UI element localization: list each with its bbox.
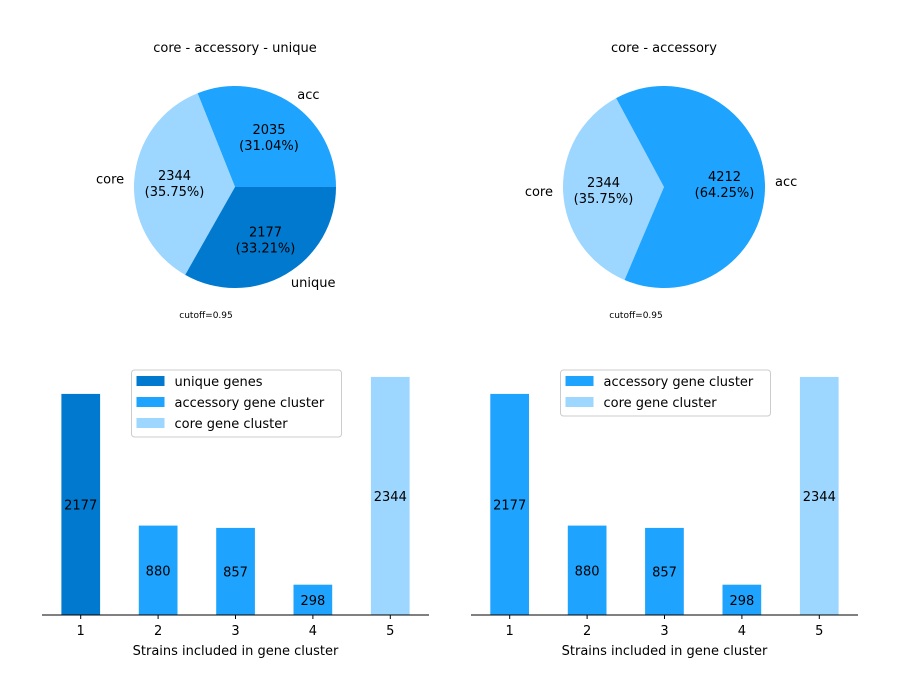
bar2-marks: 2177 1 880 2 857 3 298 4 2344 5 bbox=[471, 376, 858, 639]
pie2-slice-core bbox=[563, 98, 664, 280]
pie1-slice-pct-unique: (33.21%) bbox=[236, 241, 296, 256]
bar1-legend-swatch-2 bbox=[136, 418, 165, 428]
pie2-slice-pct-core: (35.75%) bbox=[574, 192, 634, 207]
bar1-legend-label-1: accessory gene cluster bbox=[175, 396, 325, 411]
pie1-cutoff-note: cutoff=0.95 bbox=[179, 311, 232, 321]
pie1-slice-acc bbox=[197, 86, 336, 187]
pie2-slice-pct-acc: (64.25%) bbox=[695, 186, 755, 201]
bar2-legend: accessory gene cluster core gene cluster bbox=[560, 369, 771, 417]
bar2-x-tick-label-1: 1 bbox=[506, 624, 514, 639]
bar2-bar-value-4: 298 bbox=[729, 594, 754, 609]
bar2-x-tick-label-2: 2 bbox=[583, 624, 591, 639]
bar1-bar-4 bbox=[293, 584, 333, 615]
bar1-bar-value-2: 880 bbox=[146, 564, 171, 579]
pie1-slice-label-core: core bbox=[96, 172, 124, 187]
bar1-bar-value-3: 857 bbox=[223, 566, 248, 581]
bar1-x-tick-label-1: 1 bbox=[77, 624, 85, 639]
bar1-legend-box bbox=[131, 369, 342, 438]
pie2-slice-acc bbox=[616, 85, 766, 288]
bar1-bar-value-5: 2344 bbox=[374, 490, 407, 505]
bar2-x-tick-label-4: 4 bbox=[738, 624, 746, 639]
pie2-slice-value-acc: 4212 bbox=[708, 170, 741, 185]
bar2-bar-value-3: 857 bbox=[652, 566, 677, 581]
pie1-slice-value-acc: 2035 bbox=[252, 123, 285, 138]
bar2-bar-4 bbox=[722, 584, 762, 615]
bar1-legend-swatch-0 bbox=[136, 376, 165, 386]
pie1-slice-pct-core: (35.75%) bbox=[145, 185, 205, 200]
bar1-legend-label-0: unique genes bbox=[175, 375, 263, 390]
bar2-legend-swatch-0 bbox=[565, 376, 594, 386]
bar2-bar-value-2: 880 bbox=[575, 564, 600, 579]
bar2-legend-label-1: core gene cluster bbox=[604, 396, 718, 411]
bar1-bar-3 bbox=[216, 527, 255, 615]
bar2-x-tick-label-5: 5 bbox=[815, 624, 823, 639]
pie1-slice-unique bbox=[185, 187, 336, 289]
bar1-bar-value-4: 298 bbox=[300, 594, 325, 609]
pie2-slice-label-acc: acc bbox=[775, 175, 797, 190]
bar2-x-tick-label-3: 3 bbox=[660, 624, 668, 639]
bar1-marks: 2177 1 880 2 857 3 298 4 2344 5 bbox=[42, 376, 429, 639]
bar2-legend-box bbox=[560, 369, 771, 417]
bar2-xlabel: Strains included in gene cluster bbox=[562, 644, 768, 659]
bar1-bar-1 bbox=[61, 393, 101, 615]
pie1-slice-label-acc: acc bbox=[297, 88, 319, 103]
bar-chart-accessory-core: 2177 1 880 2 857 3 298 4 2344 5 Strains included … bbox=[471, 369, 858, 659]
bar-chart-unique-accessory-core: 2177 1 880 2 857 3 298 4 2344 5 Strains included … bbox=[42, 369, 429, 659]
pie1-slice-value-unique: 2177 bbox=[249, 225, 282, 240]
pie2-title: core - accessory bbox=[611, 41, 717, 56]
pie1-slice-core bbox=[134, 93, 235, 275]
bar1-x-tick-label-5: 5 bbox=[386, 624, 394, 639]
bar1-legend-label-2: core gene cluster bbox=[175, 417, 289, 432]
pie2-slice-value-core: 2344 bbox=[587, 176, 620, 191]
bar2-bar-3 bbox=[645, 527, 684, 615]
bar2-bar-1 bbox=[490, 393, 529, 615]
pie1-slices: acc 2035(31.04%) core 2344(35.75%) unique 217… bbox=[96, 86, 336, 291]
bar1-legend: unique genes accessory gene cluster core g… bbox=[131, 369, 342, 438]
bar1-bar-2 bbox=[138, 525, 178, 615]
pie1-slice-value-core: 2344 bbox=[158, 169, 191, 184]
pie2-cutoff-note: cutoff=0.95 bbox=[609, 311, 662, 321]
pie-chart-core-accessory-unique: core - accessory - unique acc 2035(31.04%… bbox=[96, 41, 336, 321]
bar1-bar-value-1: 2177 bbox=[64, 498, 97, 513]
pie2-slices: core 2344(35.75%) acc 4212(64.25%) bbox=[525, 85, 797, 288]
bar2-bar-value-1: 2177 bbox=[493, 498, 526, 513]
pie1-slice-pct-acc: (31.04%) bbox=[239, 139, 299, 154]
pie1-title: core - accessory - unique bbox=[153, 41, 316, 56]
bar2-bar-5 bbox=[799, 376, 839, 615]
bar1-bar-5 bbox=[370, 376, 410, 615]
bar2-bar-2 bbox=[567, 525, 607, 615]
pie2-slice-label-core: core bbox=[525, 185, 553, 200]
bar1-x-tick-label-3: 3 bbox=[231, 624, 239, 639]
bar1-legend-swatch-1 bbox=[136, 397, 165, 407]
bar2-legend-label-0: accessory gene cluster bbox=[604, 375, 754, 390]
bar1-x-tick-label-4: 4 bbox=[309, 624, 317, 639]
bar1-xlabel: Strains included in gene cluster bbox=[133, 644, 339, 659]
pie-chart-core-accessory: core - accessory core 2344(35.75%) acc 4212… bbox=[525, 41, 797, 321]
bar1-x-tick-label-2: 2 bbox=[154, 624, 162, 639]
bar2-bar-value-5: 2344 bbox=[803, 490, 836, 505]
bar2-legend-swatch-1 bbox=[565, 397, 594, 407]
pie1-slice-label-unique: unique bbox=[291, 276, 336, 291]
